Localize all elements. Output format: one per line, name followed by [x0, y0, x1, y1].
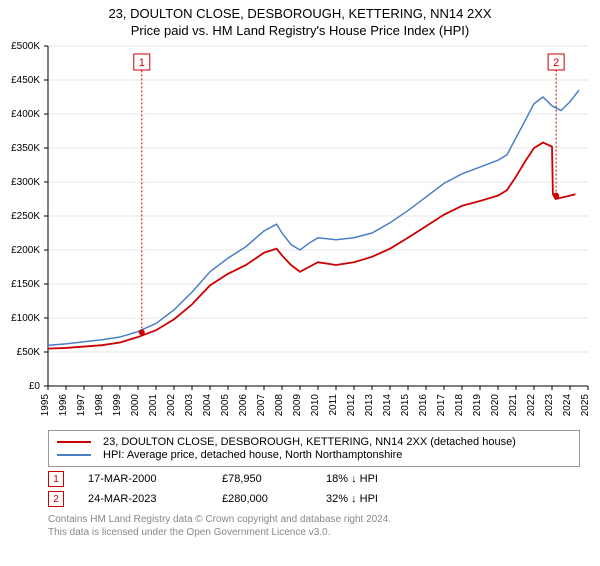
event-delta: 18% ↓ HPI — [326, 473, 378, 485]
svg-text:£350K: £350K — [11, 143, 40, 154]
svg-text:£300K: £300K — [11, 177, 40, 188]
svg-text:2012: 2012 — [346, 394, 357, 417]
svg-text:2016: 2016 — [418, 394, 429, 417]
svg-text:£50K: £50K — [17, 347, 41, 358]
footer-line-2: This data is licensed under the Open Gov… — [48, 526, 580, 539]
svg-text:2002: 2002 — [166, 394, 177, 417]
svg-text:2014: 2014 — [382, 394, 393, 417]
svg-text:2020: 2020 — [490, 394, 501, 417]
svg-text:2004: 2004 — [202, 394, 213, 417]
legend-label: HPI: Average price, detached house, Nort… — [103, 449, 402, 461]
svg-text:2009: 2009 — [292, 394, 303, 417]
svg-text:2008: 2008 — [274, 394, 285, 417]
svg-text:2001: 2001 — [148, 394, 159, 417]
svg-text:£450K: £450K — [11, 75, 40, 86]
svg-text:2000: 2000 — [130, 394, 141, 417]
svg-text:2025: 2025 — [580, 394, 591, 417]
svg-text:£250K: £250K — [11, 211, 40, 222]
footer-line-1: Contains HM Land Registry data © Crown c… — [48, 513, 580, 526]
svg-text:£100K: £100K — [11, 313, 40, 324]
event-row: 1 17-MAR-2000 £78,950 18% ↓ HPI — [48, 469, 580, 489]
event-price: £78,950 — [222, 473, 302, 485]
event-marker: 1 — [48, 471, 64, 487]
svg-text:2011: 2011 — [328, 394, 339, 416]
title-line-2: Price paid vs. HM Land Registry's House … — [0, 23, 600, 38]
legend-swatch — [57, 454, 91, 456]
svg-text:2021: 2021 — [508, 394, 519, 417]
svg-text:1999: 1999 — [112, 394, 123, 417]
event-marker: 2 — [48, 491, 64, 507]
svg-text:1995: 1995 — [40, 394, 51, 417]
svg-text:2005: 2005 — [220, 394, 231, 417]
svg-text:2003: 2003 — [184, 394, 195, 417]
legend-label: 23, DOULTON CLOSE, DESBOROUGH, KETTERING… — [103, 436, 516, 448]
svg-text:1996: 1996 — [58, 394, 69, 417]
series-hpi — [48, 90, 579, 345]
event-price: £280,000 — [222, 493, 302, 505]
svg-text:2024: 2024 — [562, 394, 573, 417]
footer: Contains HM Land Registry data © Crown c… — [48, 513, 580, 539]
legend-swatch — [57, 441, 91, 443]
event-row: 2 24-MAR-2023 £280,000 32% ↓ HPI — [48, 489, 580, 509]
event-delta: 32% ↓ HPI — [326, 493, 378, 505]
svg-text:£400K: £400K — [11, 109, 40, 120]
svg-text:£150K: £150K — [11, 279, 40, 290]
svg-text:£0: £0 — [29, 381, 41, 392]
title-line-1: 23, DOULTON CLOSE, DESBOROUGH, KETTERING… — [0, 6, 600, 21]
svg-text:2007: 2007 — [256, 394, 267, 417]
event-table: 1 17-MAR-2000 £78,950 18% ↓ HPI 2 24-MAR-2023… — [48, 469, 580, 509]
svg-text:2018: 2018 — [454, 394, 465, 417]
event-date: 17-MAR-2000 — [88, 473, 198, 485]
svg-text:1: 1 — [139, 57, 145, 69]
svg-text:2023: 2023 — [544, 394, 555, 417]
event-date: 24-MAR-2023 — [88, 493, 198, 505]
svg-text:2017: 2017 — [436, 394, 447, 417]
legend-item: 23, DOULTON CLOSE, DESBOROUGH, KETTERING… — [57, 436, 571, 448]
svg-text:2: 2 — [553, 57, 559, 69]
svg-text:2006: 2006 — [238, 394, 249, 417]
legend: 23, DOULTON CLOSE, DESBOROUGH, KETTERING… — [48, 430, 580, 467]
svg-text:1997: 1997 — [76, 394, 87, 417]
line-chart: £0 £50K £100K £150K £200K £250K £300K £350K £400… — [0, 38, 598, 426]
legend-item: HPI: Average price, detached house, Nort… — [57, 449, 571, 461]
svg-text:£200K: £200K — [11, 245, 40, 256]
svg-text:2013: 2013 — [364, 394, 375, 417]
svg-text:2022: 2022 — [526, 394, 537, 417]
svg-text:£500K: £500K — [11, 41, 40, 52]
svg-text:2019: 2019 — [472, 394, 483, 417]
chart-titles: 23, DOULTON CLOSE, DESBOROUGH, KETTERING… — [0, 6, 600, 38]
svg-text:1998: 1998 — [94, 394, 105, 417]
svg-text:2015: 2015 — [400, 394, 411, 417]
svg-text:2010: 2010 — [310, 394, 321, 417]
